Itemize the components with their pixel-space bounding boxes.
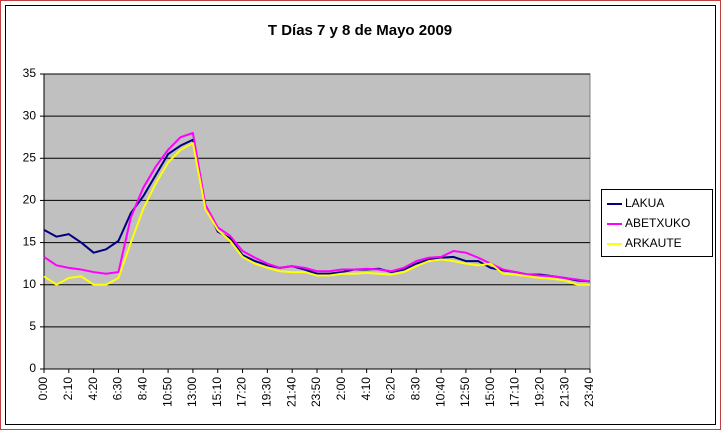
- x-tick-label: 6:30: [111, 377, 125, 401]
- y-tick-label: 25: [23, 150, 37, 164]
- series-line: [43, 132, 591, 283]
- x-tick-label: 2:00: [334, 377, 348, 401]
- x-tick-label: 15:10: [210, 377, 224, 407]
- x-tick-label: 10:40: [433, 377, 447, 407]
- x-tick-label: 0:00: [36, 377, 50, 401]
- y-tick-label: 10: [23, 277, 37, 291]
- x-tick-label: 17:20: [235, 377, 249, 407]
- x-tick-label: 15:00: [483, 377, 497, 407]
- chart-title: T Días 7 y 8 de Mayo 2009: [268, 22, 452, 39]
- x-tick-label: 21:40: [284, 377, 298, 407]
- x-tick-label: 23:40: [582, 377, 596, 407]
- y-tick-label: 0: [29, 361, 36, 375]
- x-tick-label: 8:40: [135, 377, 149, 401]
- y-tick-label: 15: [23, 235, 37, 249]
- legend-label: ABETXUKO: [625, 216, 690, 230]
- x-tick-label: 8:30: [408, 377, 422, 401]
- x-tick-label: 17:10: [508, 377, 522, 407]
- y-tick-label: 20: [23, 193, 37, 207]
- x-tick-label: 12:50: [458, 377, 472, 407]
- x-tick-label: 4:10: [359, 377, 373, 401]
- y-tick-label: 5: [29, 319, 36, 333]
- x-tick-label: 21:30: [557, 377, 571, 407]
- x-tick-label: 6:20: [384, 377, 398, 401]
- series-line: [43, 142, 590, 286]
- x-tick-label: 2:10: [61, 377, 75, 401]
- x-tick-label: 13:00: [185, 377, 199, 407]
- x-tick-label: 4:20: [86, 377, 100, 401]
- legend-label: ARKAUTE: [625, 236, 682, 250]
- x-tick-label: 19:30: [260, 377, 274, 407]
- legend-label: LAKUA: [625, 196, 664, 210]
- x-tick-label: 23:50: [309, 377, 323, 407]
- x-tick-label: 10:50: [160, 377, 174, 407]
- x-tick-label: 19:20: [533, 377, 547, 407]
- y-tick-label: 35: [23, 66, 37, 80]
- y-tick-label: 30: [23, 108, 37, 122]
- plot-area: [43, 73, 591, 370]
